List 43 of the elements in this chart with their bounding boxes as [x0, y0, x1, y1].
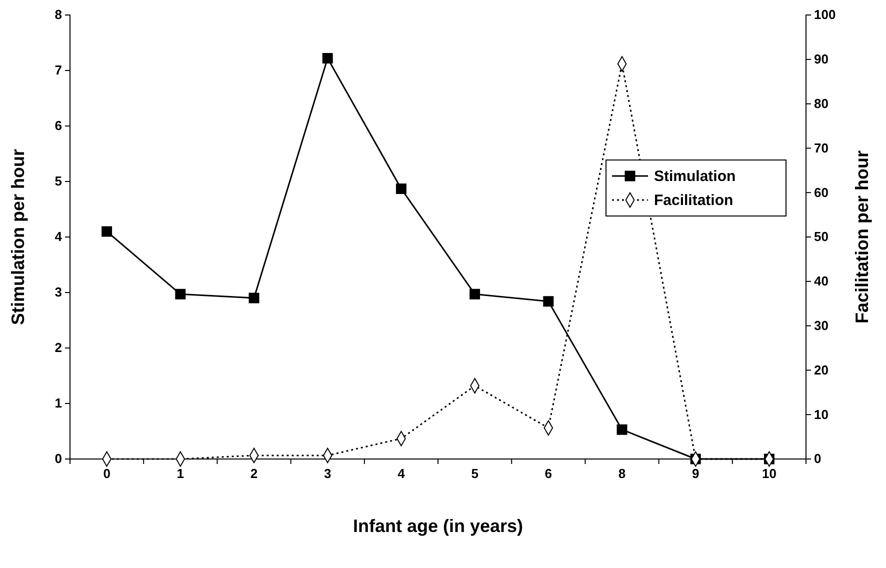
- y-tick-label: 0: [54, 451, 62, 466]
- y-axis-title: Stimulation per hour: [8, 148, 28, 326]
- x-tick-label: 3: [324, 466, 332, 482]
- point: [102, 226, 112, 237]
- legend-label: Stimulation: [654, 168, 736, 185]
- y2-tick-label: 20: [814, 362, 828, 378]
- y2-tick-label: 70: [814, 140, 828, 156]
- point: [616, 424, 628, 435]
- y-tick-label: 7: [54, 62, 62, 78]
- point: [248, 292, 260, 304]
- y2-tick-label: 40: [814, 274, 828, 289]
- y-tick-label: 6: [54, 118, 62, 134]
- y2-axis-title: Facilitation per hour: [852, 150, 872, 324]
- point: [322, 53, 333, 64]
- x-tick-label: 4: [398, 466, 406, 482]
- point: [175, 288, 186, 300]
- x-tick-label: 6: [544, 466, 552, 482]
- y-tick-label: 4: [54, 229, 63, 244]
- y2-tick-label: 90: [814, 52, 828, 67]
- x-tick-label: 0: [103, 466, 110, 482]
- y2-tick-label: 0: [814, 451, 822, 466]
- y2-tick-label: 100: [814, 7, 836, 22]
- x-tick-label: 9: [692, 466, 700, 482]
- y-tick-label: 3: [54, 284, 62, 300]
- y2-tick-label: 60: [814, 184, 828, 200]
- point: [543, 296, 554, 307]
- y-tick-label: 8: [54, 7, 62, 22]
- y-tick-label: 5: [54, 174, 62, 189]
- x-tick-label: 2: [250, 466, 258, 482]
- y2-tick-label: 30: [814, 318, 828, 333]
- point: [396, 183, 406, 194]
- x-tick-label: 10: [762, 466, 776, 482]
- x-tick-label: 8: [618, 466, 626, 482]
- y-tick-label: 2: [54, 340, 62, 356]
- y2-tick-label: 50: [814, 229, 828, 244]
- y2-tick-label: 80: [814, 96, 828, 111]
- point: [470, 288, 480, 300]
- y-tick-label: 1: [54, 396, 62, 411]
- x-tick-label: 1: [176, 466, 184, 482]
- y2-tick-label: 10: [814, 406, 828, 422]
- x-axis-title: Infant age (in years): [352, 516, 524, 536]
- x-tick-label: 5: [471, 466, 478, 482]
- legend-label: Facilitation: [654, 192, 734, 209]
